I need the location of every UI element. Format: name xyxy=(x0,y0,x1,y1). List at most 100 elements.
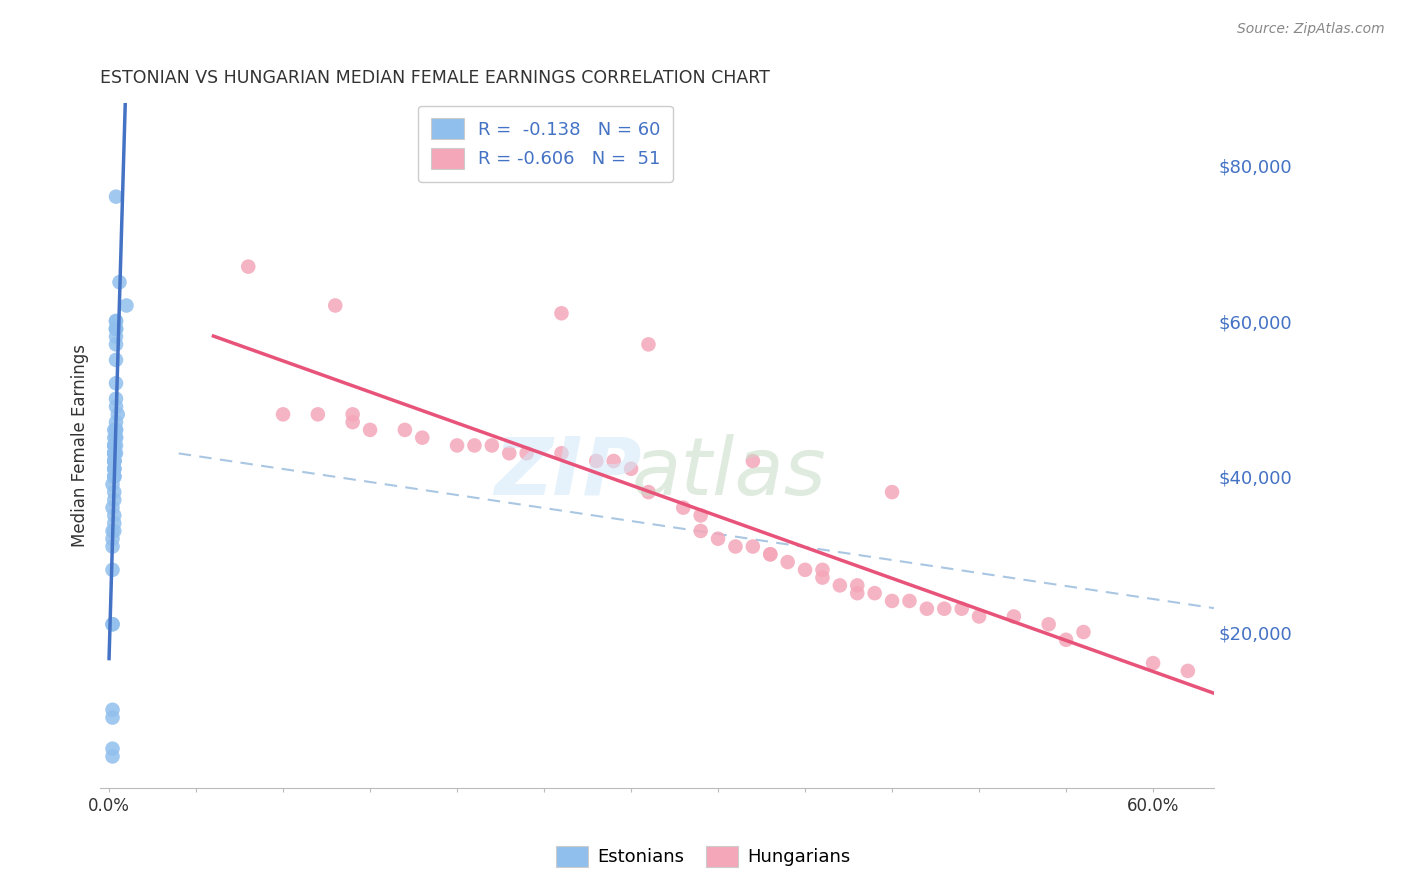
Point xyxy=(811,571,834,585)
Point xyxy=(105,329,128,343)
Point xyxy=(1002,609,1025,624)
Point xyxy=(759,547,782,561)
Point xyxy=(846,578,869,592)
Point xyxy=(103,423,125,437)
Point xyxy=(103,446,125,460)
Point xyxy=(107,408,129,422)
Point xyxy=(105,431,128,445)
Point xyxy=(342,415,364,429)
Point xyxy=(689,524,711,538)
Point xyxy=(103,508,125,523)
Point xyxy=(105,322,128,336)
Point xyxy=(741,540,763,554)
Point xyxy=(103,524,125,538)
Point xyxy=(967,609,990,624)
Text: atlas: atlas xyxy=(633,434,827,512)
Point xyxy=(481,438,503,452)
Point xyxy=(672,500,695,515)
Point xyxy=(103,492,125,507)
Point xyxy=(101,477,124,491)
Point xyxy=(103,438,125,452)
Point xyxy=(516,446,538,460)
Point xyxy=(101,741,124,756)
Point xyxy=(105,314,128,328)
Point xyxy=(103,446,125,460)
Point xyxy=(776,555,799,569)
Point xyxy=(271,408,294,422)
Point xyxy=(103,431,125,445)
Point xyxy=(1142,656,1164,670)
Text: ESTONIAN VS HUNGARIAN MEDIAN FEMALE EARNINGS CORRELATION CHART: ESTONIAN VS HUNGARIAN MEDIAN FEMALE EARN… xyxy=(100,69,770,87)
Point xyxy=(101,540,124,554)
Point xyxy=(103,454,125,468)
Point xyxy=(103,462,125,476)
Y-axis label: Median Female Earnings: Median Female Earnings xyxy=(72,344,89,547)
Point xyxy=(103,485,125,500)
Point xyxy=(323,298,346,312)
Legend: R =  -0.138   N = 60, R = -0.606   N =  51: R = -0.138 N = 60, R = -0.606 N = 51 xyxy=(419,105,673,182)
Point xyxy=(103,446,125,460)
Point xyxy=(637,485,659,500)
Point xyxy=(759,547,782,561)
Point xyxy=(103,454,125,468)
Point xyxy=(105,423,128,437)
Point xyxy=(105,376,128,391)
Point xyxy=(103,462,125,476)
Point xyxy=(103,469,125,483)
Point xyxy=(115,298,138,312)
Point xyxy=(105,189,128,203)
Point xyxy=(108,275,131,289)
Point xyxy=(307,408,329,422)
Point xyxy=(828,578,851,592)
Point xyxy=(724,540,747,554)
Point xyxy=(101,617,124,632)
Point xyxy=(105,446,128,460)
Point xyxy=(101,563,124,577)
Point xyxy=(101,710,124,724)
Point xyxy=(105,415,128,429)
Point xyxy=(105,322,128,336)
Point xyxy=(105,392,128,406)
Point xyxy=(105,337,128,351)
Point xyxy=(103,516,125,531)
Point xyxy=(394,423,416,437)
Point xyxy=(950,601,973,615)
Point xyxy=(105,423,128,437)
Point xyxy=(105,314,128,328)
Point xyxy=(103,446,125,460)
Point xyxy=(238,260,260,274)
Point xyxy=(637,337,659,351)
Point xyxy=(103,446,125,460)
Point xyxy=(741,454,763,468)
Point xyxy=(103,454,125,468)
Point xyxy=(1054,632,1077,647)
Point xyxy=(1038,617,1060,632)
Point xyxy=(1073,625,1095,640)
Point xyxy=(103,438,125,452)
Point xyxy=(880,594,903,608)
Point xyxy=(550,306,572,320)
Point xyxy=(620,462,643,476)
Point xyxy=(846,586,869,600)
Point xyxy=(446,438,468,452)
Point xyxy=(103,454,125,468)
Point xyxy=(411,431,433,445)
Point xyxy=(101,749,124,764)
Point xyxy=(880,485,903,500)
Point xyxy=(707,532,730,546)
Point xyxy=(550,446,572,460)
Point xyxy=(898,594,921,608)
Point xyxy=(101,617,124,632)
Point xyxy=(498,446,520,460)
Point xyxy=(101,532,124,546)
Point xyxy=(359,423,381,437)
Text: Source: ZipAtlas.com: Source: ZipAtlas.com xyxy=(1237,22,1385,37)
Point xyxy=(105,322,128,336)
Point xyxy=(915,601,938,615)
Point xyxy=(103,469,125,483)
Point xyxy=(342,408,364,422)
Text: ZIP: ZIP xyxy=(495,434,641,512)
Point xyxy=(1177,664,1199,678)
Point xyxy=(811,563,834,577)
Point xyxy=(103,469,125,483)
